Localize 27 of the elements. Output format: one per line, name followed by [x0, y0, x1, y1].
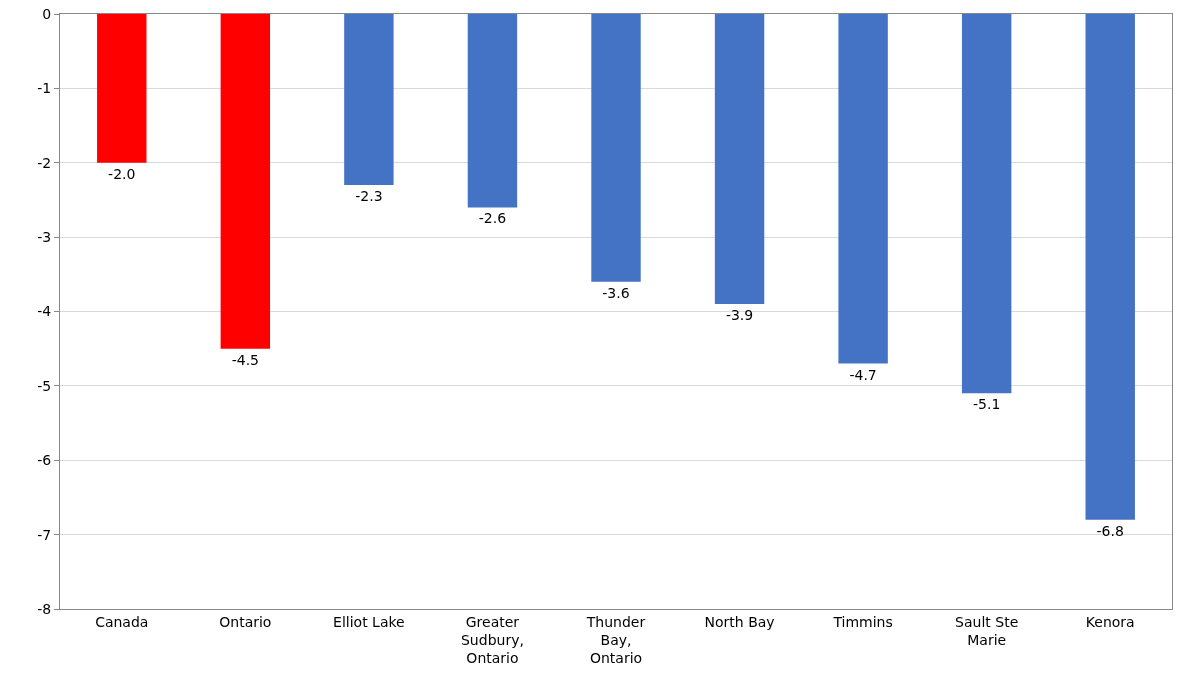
- y-tick-label: 0: [42, 5, 52, 22]
- x-tick-label: North Bay: [704, 613, 775, 630]
- x-tick-label: Sault Ste Marie: [955, 613, 1019, 648]
- x-tick-label: Canada: [95, 613, 149, 630]
- data-label: -3.9: [725, 307, 754, 324]
- data-label: -3.6: [602, 284, 630, 301]
- x-tick-label: Greater Sudbury, Ontario: [460, 613, 524, 667]
- data-label: -4.7: [849, 366, 877, 383]
- data-label: -2.3: [355, 188, 383, 205]
- y-tick-label: -2: [37, 154, 52, 171]
- data-label: -2.6: [478, 210, 507, 227]
- y-tick-label: -7: [37, 526, 52, 543]
- x-tick-label: Thunder Bay, Ontario: [585, 613, 646, 667]
- data-label: -6.8: [1096, 522, 1124, 539]
- x-tick-label: Kenora: [1085, 613, 1135, 630]
- y-tick-label: -3: [37, 229, 52, 246]
- data-label: -4.5: [231, 351, 259, 368]
- y-tick-label: -5: [37, 377, 52, 394]
- x-tick-label: Ontario: [219, 613, 272, 630]
- y-tick-label: -6: [37, 452, 52, 469]
- y-tick-label: -8: [37, 600, 52, 617]
- x-tick-label: Elliot Lake: [333, 613, 405, 630]
- data-label: -5.1: [973, 396, 1001, 413]
- y-tick-label: -1: [37, 80, 52, 97]
- data-label: -2.0: [108, 165, 136, 182]
- y-tick-label: -4: [37, 303, 52, 320]
- x-tick-label: Timmins: [832, 613, 893, 630]
